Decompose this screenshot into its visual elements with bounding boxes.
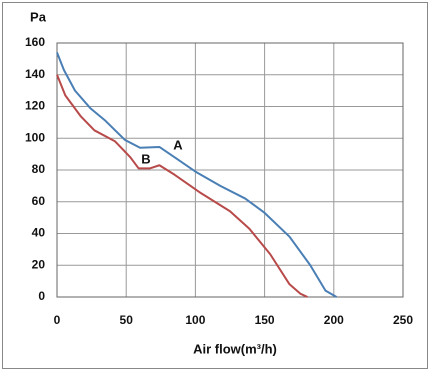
x-axis-label: Air flow(m³/h) xyxy=(193,341,277,356)
y-tick-label: 0 xyxy=(38,289,45,303)
y-tick-label: 20 xyxy=(32,257,46,271)
y-tick-label: 140 xyxy=(25,67,45,81)
y-tick-label: 160 xyxy=(25,35,45,49)
series-label: A xyxy=(173,137,183,152)
line-series xyxy=(56,52,338,298)
x-tick-label: 50 xyxy=(120,313,134,327)
x-tick-label: 0 xyxy=(54,313,61,327)
x-tick-label: 250 xyxy=(393,313,413,327)
y-tick-label: 100 xyxy=(25,130,45,144)
plot-frame xyxy=(56,42,404,298)
y-tick-label: 60 xyxy=(32,194,46,208)
y-axis-label: Pa xyxy=(30,9,47,24)
x-tick-label: 100 xyxy=(185,313,205,327)
y-tick-label: 120 xyxy=(25,99,45,113)
x-tick-label: 200 xyxy=(324,313,344,327)
y-tick-label: 80 xyxy=(32,162,46,176)
y-tick-label: 40 xyxy=(32,226,46,240)
series-label: B xyxy=(141,151,150,166)
x-tick-label: 150 xyxy=(255,313,275,327)
line-series xyxy=(56,74,308,298)
